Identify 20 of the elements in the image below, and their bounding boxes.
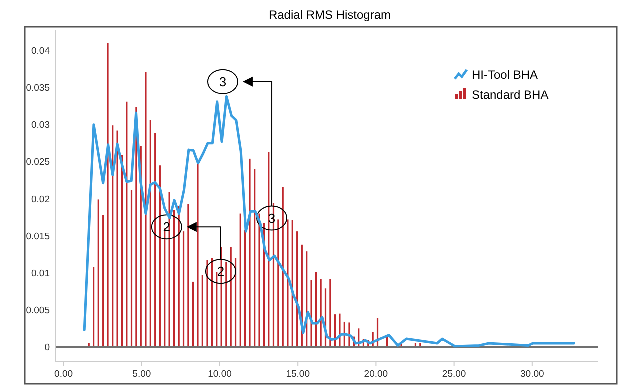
y-tick-label: 0 bbox=[44, 342, 50, 354]
legend-label: HI-Tool BHA bbox=[472, 68, 538, 82]
annotation: 3 bbox=[219, 74, 227, 90]
y-tick-label: 0.04 bbox=[32, 46, 50, 58]
y-tick-label: 0.005 bbox=[26, 305, 50, 316]
y-tick-label: 0.02 bbox=[32, 194, 50, 206]
legend-label: Standard BHA bbox=[472, 88, 549, 102]
y-tick-label: 0.015 bbox=[26, 231, 50, 242]
y-tick-label: 0.025 bbox=[26, 157, 50, 168]
chart-title: Radial RMS Histogram bbox=[268, 8, 392, 22]
x-tick-label: 25.00 bbox=[442, 369, 466, 380]
x-tick-label: 10.00 bbox=[208, 369, 232, 380]
x-tick-label: 15.00 bbox=[286, 369, 310, 380]
x-tick-label: 0.00 bbox=[54, 369, 74, 380]
y-tick-label: 0.035 bbox=[26, 83, 50, 94]
x-tick-label: 20.00 bbox=[364, 369, 388, 380]
y-tick-label: 0.03 bbox=[32, 120, 50, 132]
y-tick-label: 0.01 bbox=[32, 268, 50, 280]
x-tick-label: 30.00 bbox=[520, 369, 544, 380]
x-tick-label: 5.00 bbox=[132, 369, 152, 380]
